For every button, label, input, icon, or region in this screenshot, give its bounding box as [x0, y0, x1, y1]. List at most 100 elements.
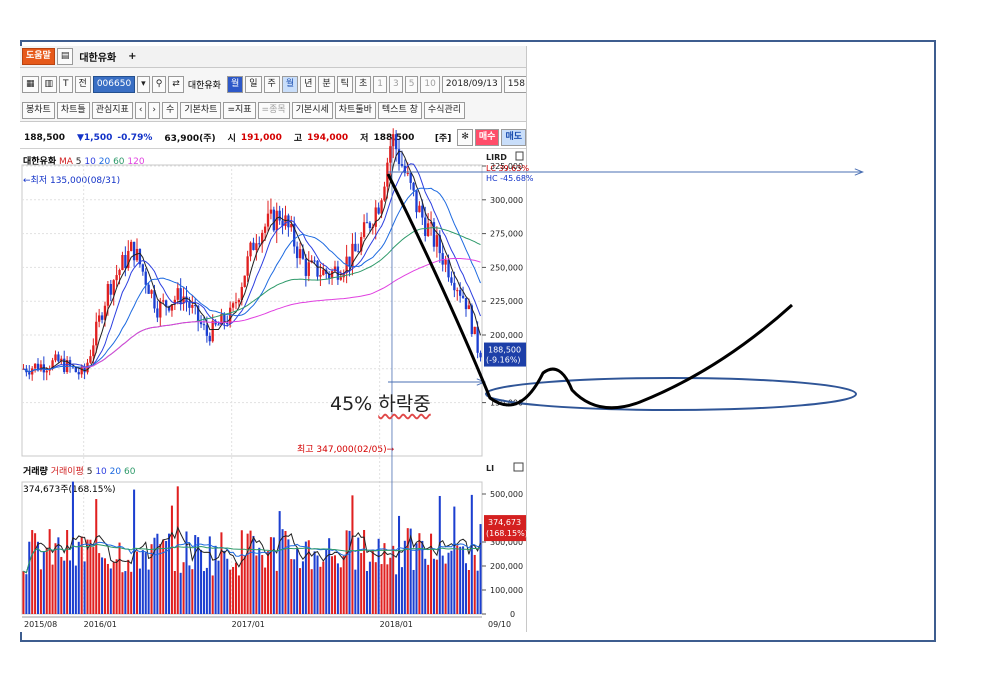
- annotation: [386, 172, 862, 411]
- volume-bar: [101, 557, 104, 614]
- search-icon[interactable]: ⚲: [151, 75, 167, 93]
- period-year[interactable]: 년: [300, 75, 317, 93]
- symbol-button[interactable]: =종목: [257, 102, 290, 119]
- volume-bar: [293, 559, 296, 614]
- price-tick-label: 250,000: [490, 263, 523, 272]
- tick-3[interactable]: 3: [388, 75, 403, 93]
- candle-body: [453, 282, 456, 291]
- candle-chart-button[interactable]: 봉차트: [22, 102, 55, 119]
- tab-stock[interactable]: 대한유화: [79, 53, 117, 64]
- candle-body: [365, 222, 369, 224]
- period-minute[interactable]: 분: [318, 75, 335, 93]
- volume-bar: [357, 537, 360, 614]
- volume-bar: [165, 540, 168, 614]
- text-window-button[interactable]: 텍스트 창: [377, 102, 422, 119]
- stock-code-input[interactable]: 006650: [92, 75, 136, 93]
- volume-bar: [234, 562, 238, 614]
- tick-1[interactable]: 1: [373, 75, 387, 93]
- basic-quote-button[interactable]: 기본시세: [291, 102, 333, 119]
- candle-body: [447, 259, 450, 278]
- candle-body: [412, 182, 415, 191]
- candle-body: [57, 354, 60, 362]
- candle-body: [421, 205, 424, 218]
- period-selected[interactable]: 월: [226, 75, 244, 93]
- candle-body: [351, 243, 354, 267]
- period-month[interactable]: 월: [281, 75, 299, 93]
- tick-5[interactable]: 5: [404, 75, 419, 93]
- volume-bar: [389, 557, 392, 614]
- candle-body: [182, 296, 185, 304]
- candle-body: [409, 172, 412, 183]
- candle-body: [118, 269, 121, 276]
- volume-bar: [92, 547, 95, 614]
- candle-body: [418, 205, 421, 213]
- price-tick-label: 325,000: [490, 162, 523, 171]
- volume-bar: [345, 530, 348, 614]
- volume-bar: [470, 494, 473, 614]
- legend-vol20: 20: [109, 467, 122, 477]
- candle-body: [272, 209, 275, 231]
- candle-body: [220, 314, 223, 325]
- formula-manager-button[interactable]: 수식관리: [423, 102, 466, 119]
- candle-body: [459, 290, 462, 296]
- window-icon[interactable]: ▤: [56, 48, 74, 65]
- price-change: ▼1,500: [77, 132, 113, 143]
- volume-bar: [150, 544, 153, 614]
- candle-body: [377, 207, 380, 214]
- candle-body: [83, 367, 86, 373]
- volume-bar: [427, 564, 430, 614]
- full-icon[interactable]: 전: [74, 75, 91, 93]
- volume-bar: [333, 555, 336, 614]
- type-icon[interactable]: T: [59, 75, 73, 93]
- lc-label: LC 39.63%: [486, 164, 529, 173]
- count-input[interactable]: 158: [503, 75, 526, 93]
- candle-body: [261, 232, 264, 244]
- period-week[interactable]: 주: [263, 75, 280, 93]
- ma5-line: [23, 150, 481, 373]
- current-pct-label: (-9.16%): [486, 356, 521, 365]
- annotation-pct: 45%: [330, 393, 373, 415]
- volume-bar: [45, 547, 48, 614]
- table-icon[interactable]: ▥: [40, 75, 58, 93]
- candle-body: [348, 256, 351, 267]
- candle-body: [360, 236, 363, 252]
- candle-body: [450, 277, 453, 283]
- candle-body: [223, 314, 226, 323]
- high-price: 194,000: [307, 132, 349, 143]
- volume-bar: [435, 559, 438, 614]
- chart-toolbar-button[interactable]: 차트툴바: [334, 102, 376, 119]
- layout-icon[interactable]: ▦: [22, 75, 39, 93]
- sell-button[interactable]: 매도: [501, 129, 526, 146]
- add-tab-button[interactable]: +: [128, 51, 137, 62]
- date-input[interactable]: 2018/09/13: [441, 75, 502, 93]
- volume-bar: [170, 505, 173, 614]
- candle-body: [461, 295, 465, 298]
- candle-body: [354, 243, 357, 252]
- interest-indicator-button[interactable]: 관심지표: [91, 102, 133, 119]
- price-tick-label: 150,000: [490, 399, 523, 408]
- tick-10[interactable]: 10: [420, 75, 440, 93]
- volume-bar: [354, 569, 357, 614]
- candle-body: [159, 301, 162, 318]
- scroll-left-icon[interactable]: ‹: [134, 102, 147, 119]
- ma-lines: [23, 150, 481, 373]
- sum-button[interactable]: 수: [162, 102, 179, 119]
- swap-icon[interactable]: ⇄: [168, 75, 184, 93]
- period-day[interactable]: 일: [245, 75, 262, 93]
- indicator-button[interactable]: =지표: [223, 102, 256, 119]
- help-button[interactable]: 도움말: [22, 48, 55, 65]
- period-second[interactable]: 초: [354, 75, 372, 93]
- basic-chart-button[interactable]: 기본차트: [180, 102, 222, 119]
- scroll-right-icon[interactable]: ›: [148, 102, 161, 119]
- candle-body: [307, 262, 310, 276]
- chart-frame-button[interactable]: 차트틀: [56, 102, 90, 119]
- dropdown-icon[interactable]: ▾: [137, 75, 150, 93]
- volume-bar: [444, 563, 447, 614]
- volume-bar: [226, 558, 229, 614]
- candle-body: [60, 358, 63, 362]
- candle-body: [92, 345, 95, 357]
- settings-icon[interactable]: ✻: [457, 129, 473, 146]
- buy-button[interactable]: 매수: [474, 129, 500, 146]
- period-tick[interactable]: 틱: [336, 75, 353, 93]
- price-legend: 대한유화 MA 5 10 20 60 120: [23, 154, 145, 167]
